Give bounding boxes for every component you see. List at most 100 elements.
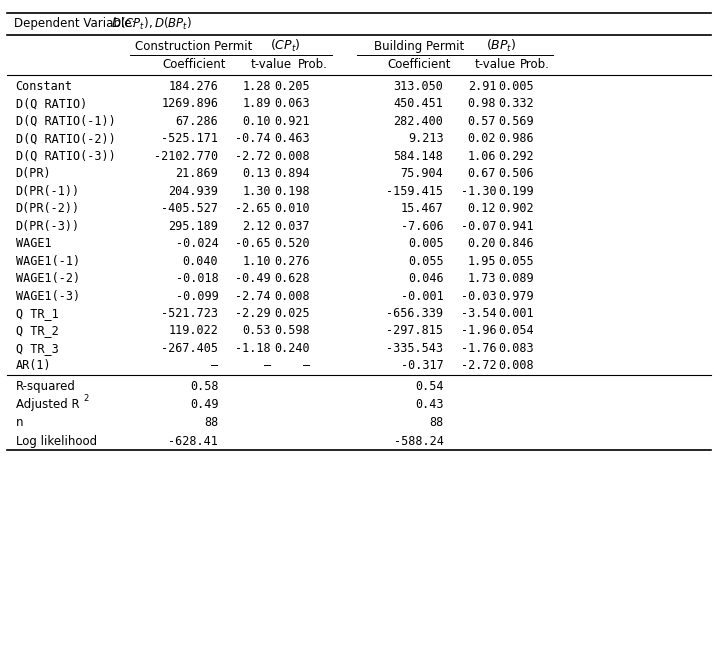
Text: 0.025: 0.025 [274,307,309,320]
Text: 0.20: 0.20 [467,237,496,250]
Text: D(Q RATIO(-3)): D(Q RATIO(-3)) [16,150,116,163]
Text: $D(CP_t),D(BP_t)$: $D(CP_t),D(BP_t)$ [111,16,192,32]
Text: 0.921: 0.921 [274,115,309,128]
Text: -2.74: -2.74 [236,289,271,302]
Text: 21.869: 21.869 [175,167,218,180]
Text: Adjusted R: Adjusted R [16,398,79,411]
Text: 0.005: 0.005 [408,237,444,250]
Text: Prob.: Prob. [520,58,550,71]
Text: 1.95: 1.95 [467,255,496,268]
Text: 75.904: 75.904 [401,167,444,180]
Text: -2.72: -2.72 [460,359,496,372]
Text: WAGE1(-2): WAGE1(-2) [16,272,80,285]
Text: -1.76: -1.76 [460,342,496,355]
Text: $(\mathit{CP}_t)$: $(\mathit{CP}_t)$ [270,38,300,54]
Text: 0.979: 0.979 [498,289,533,302]
Text: 1.10: 1.10 [243,255,271,268]
Text: 2.91: 2.91 [467,80,496,93]
Text: -7.606: -7.606 [401,219,444,232]
Text: Dependent Variable:: Dependent Variable: [14,18,139,30]
Text: -1.30: -1.30 [460,185,496,198]
Text: 0.846: 0.846 [498,237,533,250]
Text: Building Permit: Building Permit [374,40,472,53]
Text: 0.198: 0.198 [274,185,309,198]
Text: 0.57: 0.57 [467,115,496,128]
Text: -0.49: -0.49 [236,272,271,285]
Text: 0.520: 0.520 [274,237,309,250]
Text: Coefficient: Coefficient [387,58,451,71]
Text: -2102.770: -2102.770 [154,150,218,163]
Text: —: — [211,359,218,372]
Text: 0.055: 0.055 [408,255,444,268]
Text: -656.339: -656.339 [386,307,444,320]
Text: Constant: Constant [16,80,73,93]
Text: 1.73: 1.73 [467,272,496,285]
Text: -335.543: -335.543 [386,342,444,355]
Text: -0.03: -0.03 [460,289,496,302]
Text: -405.527: -405.527 [162,202,218,215]
Text: 0.008: 0.008 [274,289,309,302]
Text: -0.07: -0.07 [460,219,496,232]
Text: 0.046: 0.046 [408,272,444,285]
Text: -3.54: -3.54 [460,307,496,320]
Text: 0.43: 0.43 [415,398,444,411]
Text: -2.72: -2.72 [236,150,271,163]
Text: —: — [264,359,271,372]
Text: 0.010: 0.010 [274,202,309,215]
Text: 0.902: 0.902 [498,202,533,215]
Text: 0.199: 0.199 [498,185,533,198]
Text: -0.74: -0.74 [236,133,271,145]
Text: D(Q RATIO(-1)): D(Q RATIO(-1)) [16,115,116,128]
Text: WAGE1(-3): WAGE1(-3) [16,289,80,302]
Text: 0.13: 0.13 [243,167,271,180]
Text: 282.400: 282.400 [393,115,444,128]
Text: 2: 2 [83,394,88,404]
Text: 88: 88 [429,417,444,430]
Text: 0.12: 0.12 [467,202,496,215]
Text: 0.49: 0.49 [190,398,218,411]
Text: 0.040: 0.040 [182,255,218,268]
Text: n: n [16,417,23,430]
Text: R-squared: R-squared [16,380,75,393]
Text: 0.10: 0.10 [243,115,271,128]
Text: -628.41: -628.41 [169,435,218,448]
Text: 0.005: 0.005 [498,80,533,93]
Text: Prob.: Prob. [298,58,328,71]
Text: t-value: t-value [475,58,516,71]
Text: -2.65: -2.65 [236,202,271,215]
Text: -0.001: -0.001 [401,289,444,302]
Text: —: — [302,359,309,372]
Text: 204.939: 204.939 [169,185,218,198]
Text: D(PR(-1)): D(PR(-1)) [16,185,80,198]
Text: -267.405: -267.405 [162,342,218,355]
Text: 0.055: 0.055 [498,255,533,268]
Text: $(\mathit{BP}_t)$: $(\mathit{BP}_t)$ [485,38,516,54]
Text: 0.02: 0.02 [467,133,496,145]
Text: 0.569: 0.569 [498,115,533,128]
Text: 450.451: 450.451 [393,97,444,110]
Text: 0.58: 0.58 [190,380,218,393]
Text: 0.083: 0.083 [498,342,533,355]
Text: 0.332: 0.332 [498,97,533,110]
Text: -0.65: -0.65 [236,237,271,250]
Text: 0.054: 0.054 [498,325,533,338]
Text: 119.022: 119.022 [169,325,218,338]
Text: Log likelihood: Log likelihood [16,435,97,448]
Text: 0.063: 0.063 [274,97,309,110]
Text: 0.205: 0.205 [274,80,309,93]
Text: Q TR_2: Q TR_2 [16,325,58,338]
Text: 1.89: 1.89 [243,97,271,110]
Text: 67.286: 67.286 [175,115,218,128]
Text: D(Q RATIO(-2)): D(Q RATIO(-2)) [16,133,116,145]
Text: 313.050: 313.050 [393,80,444,93]
Text: -1.18: -1.18 [236,342,271,355]
Text: -2.29: -2.29 [236,307,271,320]
Text: t-value: t-value [251,58,292,71]
Text: 0.67: 0.67 [467,167,496,180]
Text: -297.815: -297.815 [386,325,444,338]
Text: -0.018: -0.018 [175,272,218,285]
Text: 1269.896: 1269.896 [162,97,218,110]
Text: 0.53: 0.53 [243,325,271,338]
Text: D(PR): D(PR) [16,167,51,180]
Text: -159.415: -159.415 [386,185,444,198]
